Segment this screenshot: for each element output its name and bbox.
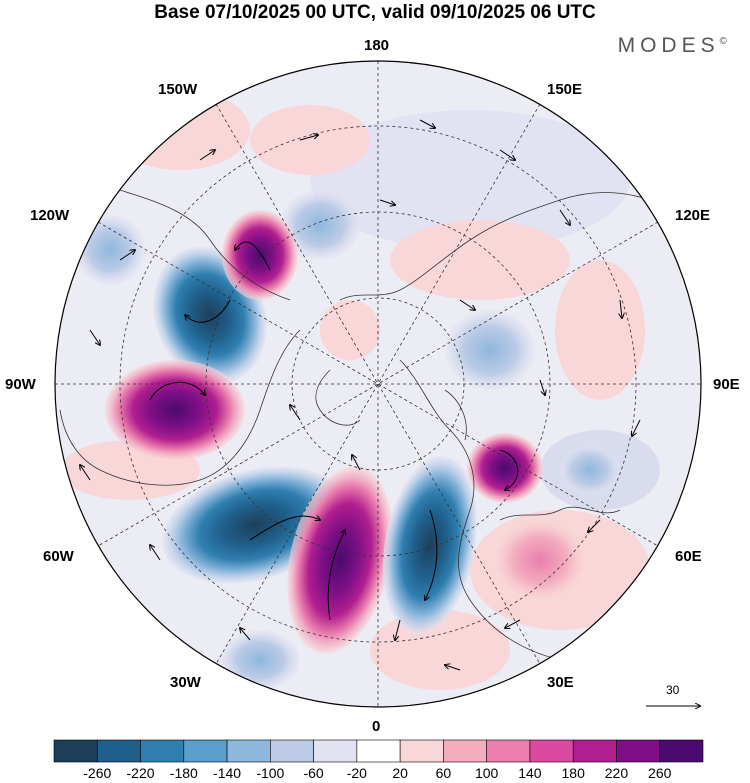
colorbar-swatch [529, 739, 574, 763]
colorbar-swatch [572, 739, 617, 763]
colorbar-tick-label: 140 [518, 765, 542, 781]
colorbar-swatch [226, 739, 271, 763]
colorbar-swatch [140, 739, 185, 763]
colorbar-tick-label: -100 [256, 765, 285, 781]
colorbar-tick-label: 260 [648, 765, 672, 781]
colorbar-tick-label: -220 [126, 765, 155, 781]
colorbar-tick-label: 20 [392, 765, 408, 781]
coastlines [59, 189, 651, 661]
colorbar-tick-label: -140 [213, 765, 242, 781]
lon-label-60e: 60E [675, 548, 702, 565]
colorbar-swatch [96, 739, 141, 763]
brand-mark: © [719, 36, 732, 47]
lon-label-120w: 120W [30, 207, 70, 224]
colorbar-swatch [183, 739, 228, 763]
colorbar-swatch [399, 739, 444, 763]
lon-label-180: 180 [364, 37, 390, 54]
colorbar-swatch [356, 739, 401, 763]
colorbar-tick-label: 180 [561, 765, 585, 781]
lon-label-0: 0 [372, 718, 381, 735]
lon-label-30e: 30E [547, 674, 574, 691]
colorbar-swatch [313, 739, 358, 763]
colorbar-swatch [486, 739, 531, 763]
modes-logo: MODES© [618, 34, 732, 58]
colorbar-swatch [53, 739, 98, 763]
colorbar-tick-label: -180 [169, 765, 198, 781]
map-title: Base 07/10/2025 00 UTC, valid 09/10/2025… [154, 2, 596, 23]
colorbar-tick-label: 220 [604, 765, 629, 781]
colorbar [53, 739, 704, 763]
colorbar-swatch [659, 739, 704, 763]
lon-label-30w: 30W [170, 674, 201, 691]
colorbar-swatch [616, 739, 661, 763]
colorbar-tick-label: 100 [474, 765, 499, 781]
reference-vector-label: 30 [666, 683, 680, 697]
lon-label-150w: 150W [158, 81, 198, 98]
lon-label-60w: 60W [43, 548, 74, 565]
colorbar-swatch [270, 739, 314, 763]
lon-label-150e: 150E [547, 81, 583, 98]
colorbar-swatch [443, 739, 487, 763]
map-border [54, 60, 702, 708]
colorbar-tick-label: -260 [83, 765, 112, 781]
colorbar-tick-label: 60 [435, 765, 452, 781]
colorbar-tick-label: -20 [346, 765, 367, 781]
wind-vectors [80, 119, 641, 671]
lon-label-90w: 90W [5, 376, 36, 393]
brand-text: MODES [617, 34, 720, 57]
graticule [55, 61, 701, 707]
colorbar-tick-label: -60 [303, 765, 324, 781]
anomaly-field [60, 90, 660, 690]
lon-label-90e: 90E [713, 376, 740, 393]
lon-label-120e: 120E [675, 207, 711, 224]
